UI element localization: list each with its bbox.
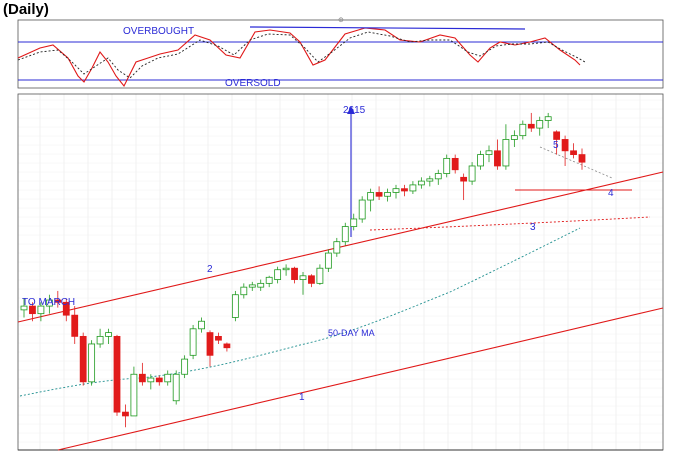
candle-body: [282, 267, 290, 271]
candle-body: [54, 299, 62, 303]
candle-body: [164, 373, 172, 383]
trendline-3-label: 3: [530, 222, 536, 233]
candle-body: [29, 305, 36, 315]
candle-body: [79, 335, 87, 383]
candle-body: [240, 286, 248, 296]
candle-body: [299, 275, 307, 280]
candle-body: [274, 269, 282, 280]
candle-body: [468, 165, 476, 182]
oscillator-top-marker: [249, 26, 526, 30]
candle-body: [122, 411, 129, 417]
candle-body: [417, 180, 425, 186]
candle-body: [401, 188, 408, 192]
candle-body: [181, 358, 189, 375]
target-arrow-head-icon: [347, 106, 355, 114]
to-march-label: TO MARCH: [22, 297, 75, 308]
candle-body: [96, 335, 104, 345]
candle-body: [570, 150, 577, 155]
candle-body: [544, 116, 552, 121]
candle-body: [308, 275, 315, 284]
candle-body: [88, 343, 96, 383]
chart-title: (Daily): [3, 1, 49, 18]
candle-body: [341, 226, 349, 243]
stochastic-k-line: [17, 27, 581, 88]
candle-body: [392, 188, 400, 193]
candle-body: [71, 314, 79, 337]
oversold-label: OVERSOLD: [225, 78, 281, 89]
candle-body: [147, 377, 155, 383]
trendline-1-label: 1: [299, 392, 305, 403]
oscillator-cursor-icon: ⊕: [338, 17, 344, 24]
candle-body: [536, 120, 544, 129]
candle-body: [578, 154, 586, 163]
candle-body: [257, 282, 265, 288]
candle-body: [155, 377, 163, 383]
support-4-label: 4: [608, 188, 614, 199]
candle-body: [443, 157, 451, 174]
candle-body: [477, 154, 484, 167]
overbought-label: OVERBOUGHT: [123, 26, 194, 37]
candle-body: [561, 139, 569, 152]
candle-body: [409, 184, 417, 192]
candle-body: [37, 305, 45, 315]
candle-body: [316, 267, 324, 284]
candle-body: [20, 305, 28, 311]
candle-body: [215, 335, 222, 341]
trendline-1: [57, 307, 664, 451]
candle-body: [113, 335, 121, 413]
candle-body: [189, 328, 197, 356]
candle-body: [231, 294, 239, 318]
ma-50-line: [19, 227, 581, 397]
candle-body: [451, 157, 459, 171]
candle-body: [426, 178, 434, 182]
candle-body: [248, 284, 256, 288]
candle-body: [553, 131, 561, 140]
candle-body: [460, 176, 468, 182]
candle-body: [434, 173, 442, 180]
candle-body: [138, 373, 146, 383]
candle-body: [485, 150, 493, 155]
candle-body: [265, 276, 273, 284]
candle-body: [375, 192, 383, 197]
candle-body: [62, 301, 70, 316]
candle-body: [324, 252, 332, 269]
candles-group: [20, 112, 586, 428]
candle-body: [367, 192, 375, 201]
candle-body: [198, 320, 205, 330]
candle-body: [384, 192, 391, 197]
oscillator-panel: [17, 19, 664, 89]
ma-label: 50-DAY MA: [328, 328, 375, 338]
candle-body: [291, 267, 298, 280]
candle-body: [105, 332, 112, 337]
candle-body: [510, 135, 518, 140]
candle-body: [223, 343, 231, 349]
trendline-2-label: 2: [207, 264, 213, 275]
candle-body: [350, 218, 358, 227]
resistance-line-5: [539, 146, 613, 179]
trendline-2: [17, 171, 664, 323]
trendline-3: [369, 216, 651, 231]
candle-body: [527, 123, 535, 129]
candle-body: [333, 241, 341, 254]
candle-body: [502, 139, 510, 167]
candle-body: [494, 150, 501, 167]
candle-body: [358, 199, 366, 220]
candle-body: [206, 332, 214, 356]
candle-body: [45, 299, 53, 307]
target-label: 2615: [343, 105, 366, 116]
resistance-5-label: 5: [553, 140, 559, 151]
candle-body: [130, 373, 138, 417]
candle-body: [172, 373, 180, 402]
candle-body: [519, 123, 527, 137]
